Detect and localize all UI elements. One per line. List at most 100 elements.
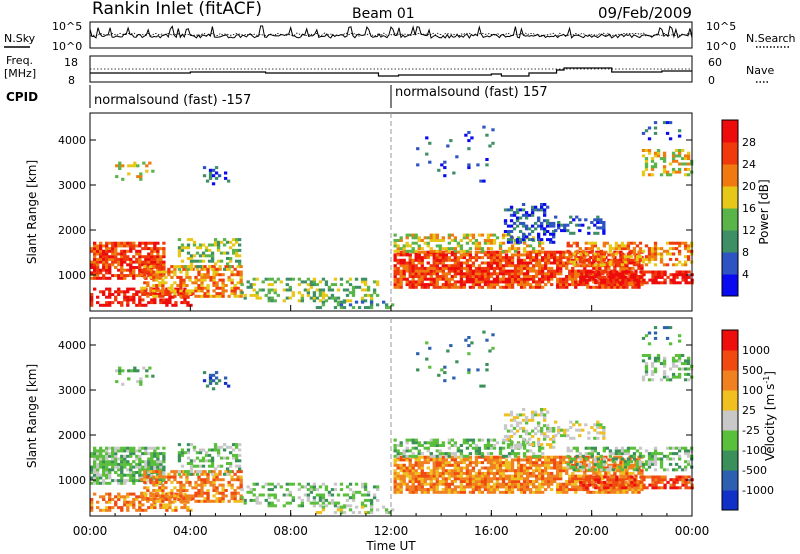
power-cell [505, 280, 508, 283]
velocity-cell [505, 488, 508, 491]
power-cell [443, 161, 446, 164]
power-cell [496, 251, 499, 254]
velocity-cell [520, 467, 523, 470]
velocity-cell [194, 492, 197, 495]
power-cell [508, 259, 511, 262]
velocity-cell [571, 480, 574, 483]
power-cell [556, 283, 559, 286]
velocity-cell [403, 483, 406, 486]
velocity-cell [604, 491, 607, 494]
velocity-cell [487, 472, 490, 475]
velocity-cell [535, 480, 538, 483]
power-cell [93, 244, 96, 247]
power-cell [499, 267, 502, 270]
velocity-cell [328, 494, 331, 497]
power-cell [129, 247, 132, 250]
velocity-cell [102, 458, 105, 461]
power-cell [565, 283, 568, 286]
velocity-cell [334, 511, 337, 514]
power-cell [182, 279, 185, 282]
velocity-cell [233, 497, 236, 500]
velocity-cell [594, 458, 597, 461]
power-cell [439, 275, 442, 278]
power-cell [625, 267, 628, 270]
power-cell [211, 254, 214, 257]
velocity-cell [325, 504, 328, 507]
power-cell [120, 255, 123, 258]
velocity-cell [159, 452, 162, 455]
power-cell [337, 289, 340, 292]
power-cell [433, 253, 436, 256]
velocity-cell [499, 467, 502, 470]
velocity-cell [547, 480, 550, 483]
velocity-cell [541, 485, 544, 488]
velocity-cell [96, 466, 99, 469]
power-cell [648, 152, 651, 155]
power-cell [256, 278, 259, 281]
power-cell [654, 273, 657, 276]
power-cell [481, 272, 484, 275]
power-cell [457, 262, 460, 265]
velocity-cell [591, 452, 594, 455]
power-cell [472, 278, 475, 281]
power-cell [433, 283, 436, 286]
power-cell [526, 267, 529, 270]
power-cell [138, 250, 141, 253]
velocity-cell [505, 467, 508, 470]
velocity-cell [226, 473, 229, 476]
power-cell [631, 259, 634, 262]
power-cell [114, 266, 117, 269]
power-cell [543, 203, 546, 206]
velocity-cell [493, 483, 496, 486]
velocity-cell [472, 441, 475, 444]
power-cell [567, 258, 570, 261]
velocity-cell [562, 483, 565, 486]
power-cell [236, 281, 239, 284]
power-cell [208, 249, 211, 252]
power-cell [499, 253, 502, 256]
power-cell [654, 163, 657, 166]
velocity-cell [224, 494, 227, 497]
power-cell [585, 273, 588, 276]
power-cell [239, 265, 242, 268]
power-cell [208, 260, 211, 263]
velocity-cell [182, 489, 185, 492]
power-cell [156, 253, 159, 256]
velocity-cell [502, 475, 505, 478]
velocity-cell [179, 476, 182, 479]
power-cell [200, 289, 203, 292]
velocity-cell [331, 499, 334, 502]
power-cell [159, 258, 162, 261]
power-cell [443, 174, 446, 177]
power-cell [322, 278, 325, 281]
power-cell [513, 211, 516, 214]
velocity-cell [519, 427, 522, 430]
velocity-cell [541, 475, 544, 478]
power-cell [571, 267, 574, 270]
power-cell [235, 238, 238, 241]
velocity-cell [421, 491, 424, 494]
colorbar-swatch [722, 120, 738, 143]
velocity-cell [445, 452, 448, 455]
velocity-cell [400, 464, 403, 467]
power-cell [215, 172, 218, 175]
velocity-cell [526, 475, 529, 478]
power-cell [448, 242, 451, 245]
velocity-cell [448, 485, 451, 488]
velocity-cell [120, 460, 123, 463]
power-cell [161, 271, 164, 274]
power-cell [105, 301, 108, 304]
velocity-cell [547, 464, 550, 467]
power-cell [194, 276, 197, 279]
velocity-cell [409, 472, 412, 475]
power-cell [158, 268, 161, 271]
power-cell [675, 154, 678, 157]
velocity-cell [654, 452, 657, 455]
velocity-cell [505, 483, 508, 486]
power-cell [138, 242, 141, 245]
power-cell [522, 238, 525, 241]
velocity-cell [394, 449, 397, 452]
power-cell [579, 276, 582, 279]
velocity-cell [523, 480, 526, 483]
velocity-cell [544, 461, 547, 464]
